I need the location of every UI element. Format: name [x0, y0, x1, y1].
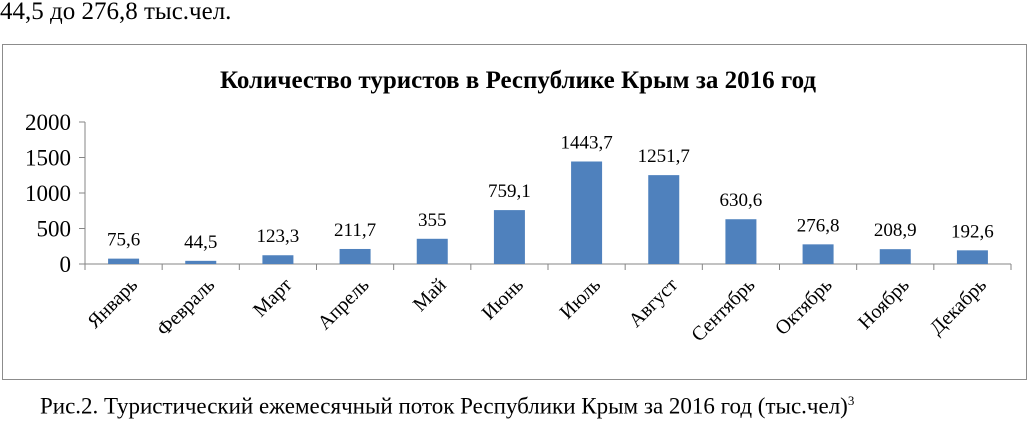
bar-value-label: 759,1: [488, 181, 531, 202]
bar: [802, 244, 834, 264]
bar-value-label: 1251,7: [638, 146, 690, 167]
chart-area: Количество туристов в Республике Крым за…: [2, 44, 1027, 380]
chart-title: Количество туристов в Республике Крым за…: [220, 67, 816, 94]
y-tick-label: 2000: [25, 110, 71, 135]
bar: [956, 250, 988, 264]
bar: [339, 248, 371, 264]
caption-text: Рис.2. Туристический ежемесячный поток Р…: [40, 393, 848, 419]
x-category-label: Декабрь: [926, 274, 991, 339]
x-category-label: Апрель: [313, 274, 373, 334]
bar: [185, 260, 217, 264]
x-category-label: Ноябрь: [854, 274, 914, 334]
bar-value-label: 44,5: [184, 232, 217, 253]
x-category-label: Февраль: [153, 274, 220, 341]
bar: [879, 249, 911, 264]
y-tick-label: 1500: [25, 146, 71, 171]
preceding-text-line: 44,5 до 276,8 тыс.чел.: [0, 0, 232, 25]
bar: [571, 161, 603, 264]
x-category-label: Март: [249, 274, 297, 322]
bar-value-label: 123,3: [257, 226, 300, 247]
y-tick-label: 0: [60, 252, 72, 277]
bar: [725, 219, 757, 264]
bar-value-label: 630,6: [720, 190, 763, 211]
bar: [108, 258, 140, 264]
bar-value-label: 75,6: [107, 230, 140, 251]
bar-value-label: 355: [418, 210, 447, 231]
x-category-label: Июль: [556, 274, 605, 323]
y-tick-label: 500: [37, 217, 72, 242]
bar: [648, 175, 680, 264]
x-category-label: Май: [409, 274, 451, 316]
x-category-label: Сентябрь: [687, 274, 759, 346]
x-category-label: Январь: [83, 274, 142, 333]
x-category-label: Июнь: [478, 274, 528, 324]
bar-value-label: 1443,7: [560, 132, 612, 153]
x-category-label: Октябрь: [771, 274, 837, 340]
bar-value-label: 208,9: [874, 220, 917, 241]
x-category-label: Август: [625, 274, 683, 332]
bar-value-label: 276,8: [797, 215, 840, 236]
bar-value-label: 211,7: [334, 220, 376, 241]
bar: [493, 210, 525, 264]
y-tick-label: 1000: [25, 181, 71, 206]
bar: [416, 238, 448, 264]
bar-chart: Количество туристов в Республике Крым за…: [25, 67, 1012, 346]
caption-footnote: 3: [847, 393, 855, 408]
figure-caption: Рис.2. Туристический ежемесячный поток Р…: [40, 393, 854, 420]
bar: [262, 255, 294, 264]
bar-value-label: 192,6: [951, 221, 994, 242]
